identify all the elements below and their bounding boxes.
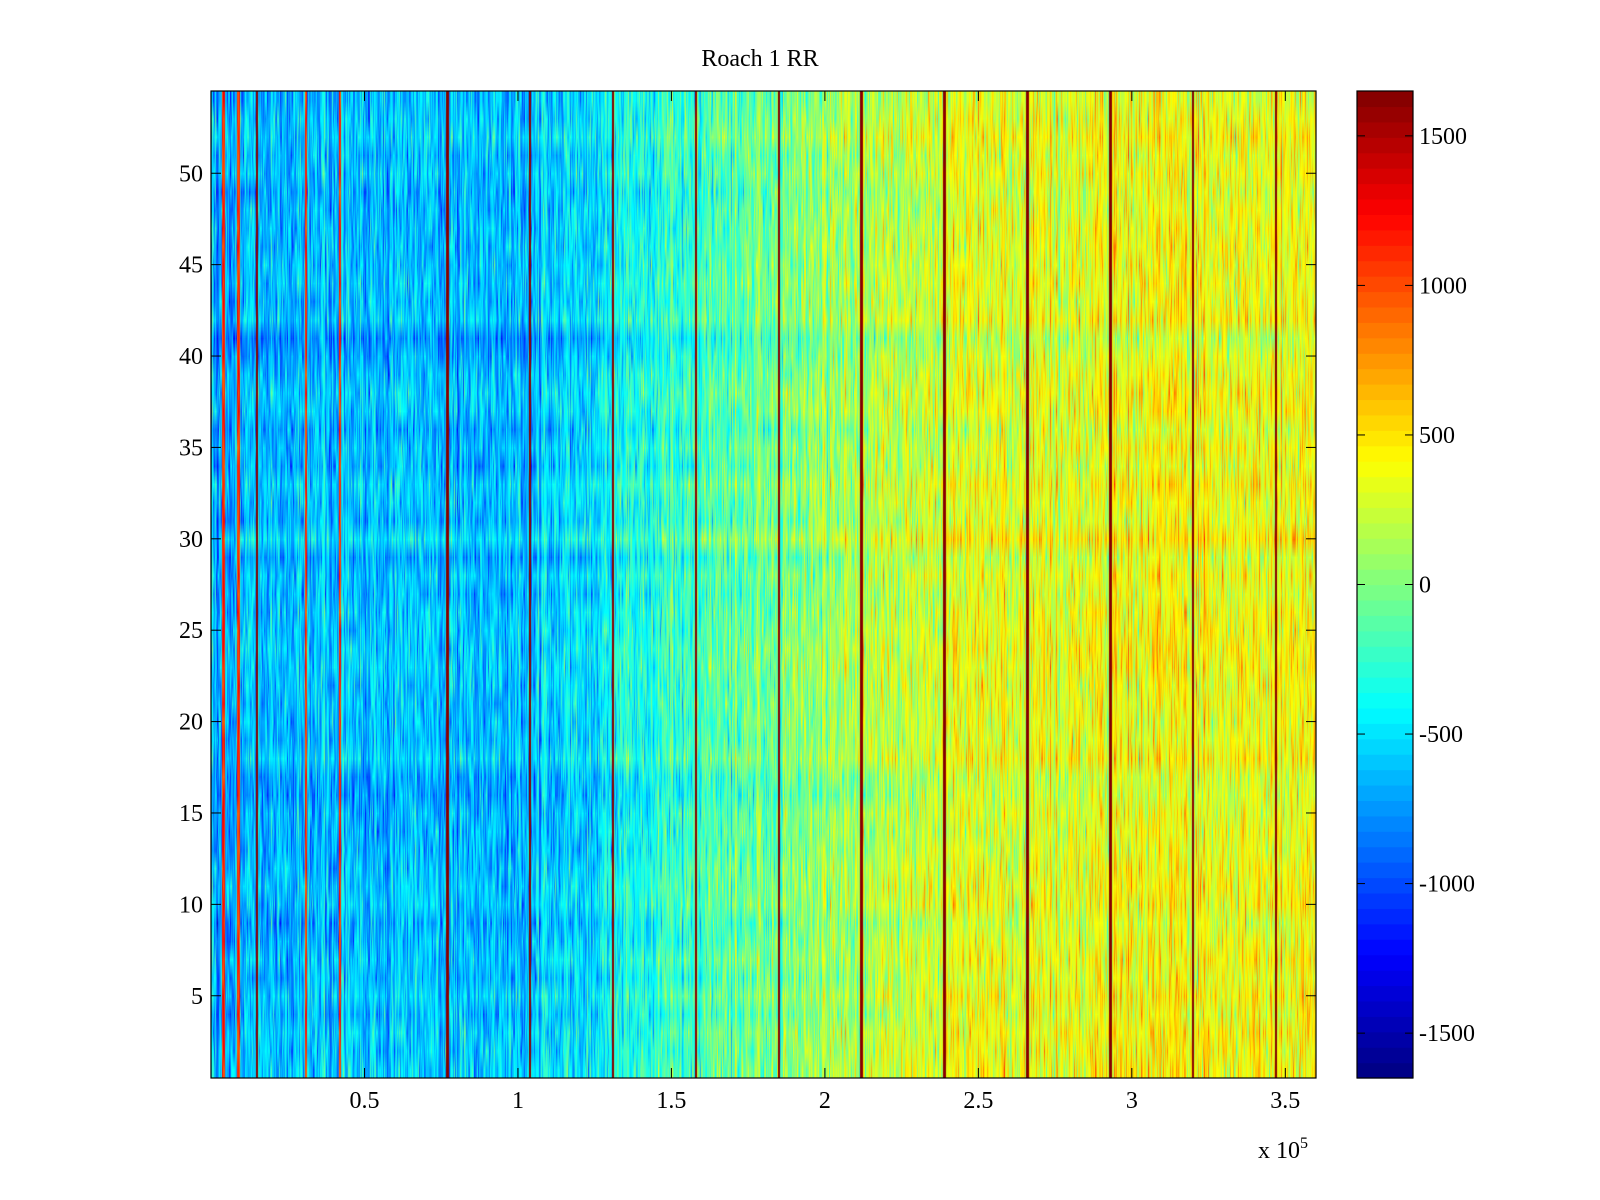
y-axis: 5 10 15 20 25 30 35 40 45 50 — [179, 161, 1316, 1010]
colorbar-band — [1357, 276, 1413, 293]
y-tick-label: 25 — [179, 618, 203, 644]
colorbar-band — [1357, 91, 1413, 108]
colorbar-band — [1357, 1000, 1413, 1017]
colorbar-band — [1357, 831, 1413, 848]
colorbar-band — [1357, 121, 1413, 138]
colorbar-band — [1357, 569, 1413, 586]
colorbar-band — [1357, 661, 1413, 678]
colorbar-band — [1357, 445, 1413, 462]
colorbar-band — [1357, 291, 1413, 308]
colorbar-band — [1357, 152, 1413, 169]
colorbar-band — [1357, 723, 1413, 740]
colorbar-band — [1357, 862, 1413, 879]
colorbar-band — [1357, 214, 1413, 231]
colorbar-band — [1357, 970, 1413, 987]
colorbar-band — [1357, 815, 1413, 832]
colorbar-tick-label: 500 — [1419, 423, 1455, 449]
colorbar-band — [1357, 1031, 1413, 1048]
colorbar-band — [1357, 846, 1413, 863]
colorbar-gradient — [1357, 91, 1413, 1079]
colorbar-band — [1357, 754, 1413, 771]
y-tick-label: 30 — [179, 527, 203, 553]
colorbar-axis: -1500 -1000 -500 0 500 1000 1500 — [1357, 124, 1475, 1047]
colorbar-band — [1357, 615, 1413, 632]
colorbar-band — [1357, 476, 1413, 493]
colorbar-band — [1357, 384, 1413, 401]
colorbar-band — [1357, 353, 1413, 370]
y-tick-label: 40 — [179, 344, 203, 370]
y-tick-label: 20 — [179, 710, 203, 736]
x-tick-label: 2 — [819, 1088, 831, 1114]
colorbar-band — [1357, 368, 1413, 385]
colorbar-band — [1357, 337, 1413, 354]
plot-area — [210, 90, 1317, 1079]
x-tick-label: 2.5 — [963, 1088, 993, 1114]
colorbar-band — [1357, 954, 1413, 971]
colorbar-band — [1357, 137, 1413, 154]
colorbar-tick-label: -1500 — [1419, 1021, 1475, 1047]
x-axis-exponent: x 105 — [1258, 1135, 1308, 1164]
colorbar-band — [1357, 599, 1413, 616]
x-axis: 0.5 1 1.5 2 2.5 3 3.5 — [349, 91, 1300, 1114]
colorbar-band — [1357, 908, 1413, 925]
colorbar-band — [1357, 183, 1413, 200]
colorbar-tick-label: 1000 — [1419, 273, 1467, 299]
x-tick-label: 1 — [512, 1088, 524, 1114]
colorbar-band — [1357, 630, 1413, 647]
colorbar-band — [1357, 198, 1413, 215]
colorbar-band — [1357, 584, 1413, 601]
colorbar-band — [1357, 892, 1413, 909]
colorbar-band — [1357, 322, 1413, 339]
colorbar-band — [1357, 168, 1413, 185]
plot-frame — [210, 90, 1317, 1079]
heatmap-image — [211, 91, 1316, 1078]
colorbar-band — [1357, 692, 1413, 709]
colorbar-band — [1357, 399, 1413, 416]
colorbar-tick-label: 0 — [1419, 573, 1431, 599]
colorbar-band — [1357, 800, 1413, 817]
y-tick-label: 35 — [179, 435, 203, 461]
colorbar-band — [1357, 1062, 1413, 1079]
colorbar-band — [1357, 538, 1413, 555]
colorbar-band — [1357, 461, 1413, 478]
y-tick-label: 45 — [179, 253, 203, 279]
colorbar-band — [1357, 229, 1413, 246]
colorbar-band — [1357, 414, 1413, 431]
colorbar-band — [1357, 491, 1413, 508]
colorbar-band — [1357, 769, 1413, 786]
colorbar-band — [1357, 1047, 1413, 1064]
colorbar: -1500 -1000 -500 0 500 1000 1500 — [1356, 90, 1475, 1079]
colorbar-band — [1357, 738, 1413, 755]
colorbar-band — [1357, 106, 1413, 123]
x-tick-label: 1.5 — [656, 1088, 686, 1114]
y-tick-label: 15 — [179, 801, 203, 827]
colorbar-band — [1357, 707, 1413, 724]
colorbar-band — [1357, 677, 1413, 694]
x-tick-label: 0.5 — [349, 1088, 379, 1114]
y-tick-label: 10 — [179, 892, 203, 918]
colorbar-band — [1357, 877, 1413, 894]
x-tick-label: 3 — [1126, 1088, 1138, 1114]
colorbar-band — [1357, 260, 1413, 277]
y-tick-label: 50 — [179, 161, 203, 187]
colorbar-band — [1357, 507, 1413, 524]
colorbar-band — [1357, 306, 1413, 323]
colorbar-band — [1357, 522, 1413, 539]
y-tick-label: 5 — [191, 984, 203, 1010]
colorbar-band — [1357, 430, 1413, 447]
colorbar-band — [1357, 646, 1413, 663]
colorbar-band — [1357, 553, 1413, 570]
colorbar-band — [1357, 784, 1413, 802]
colorbar-band — [1357, 985, 1413, 1002]
colorbar-tick-label: -1000 — [1419, 872, 1475, 898]
colorbar-tick-label: -500 — [1419, 722, 1463, 748]
x-tick-label: 3.5 — [1270, 1088, 1300, 1114]
chart-title: Roach 1 RR — [701, 46, 818, 72]
colorbar-tick-label: 1500 — [1419, 124, 1467, 150]
colorbar-band — [1357, 245, 1413, 262]
colorbar-band — [1357, 939, 1413, 956]
colorbar-band — [1357, 1016, 1413, 1033]
colorbar-band — [1357, 923, 1413, 940]
